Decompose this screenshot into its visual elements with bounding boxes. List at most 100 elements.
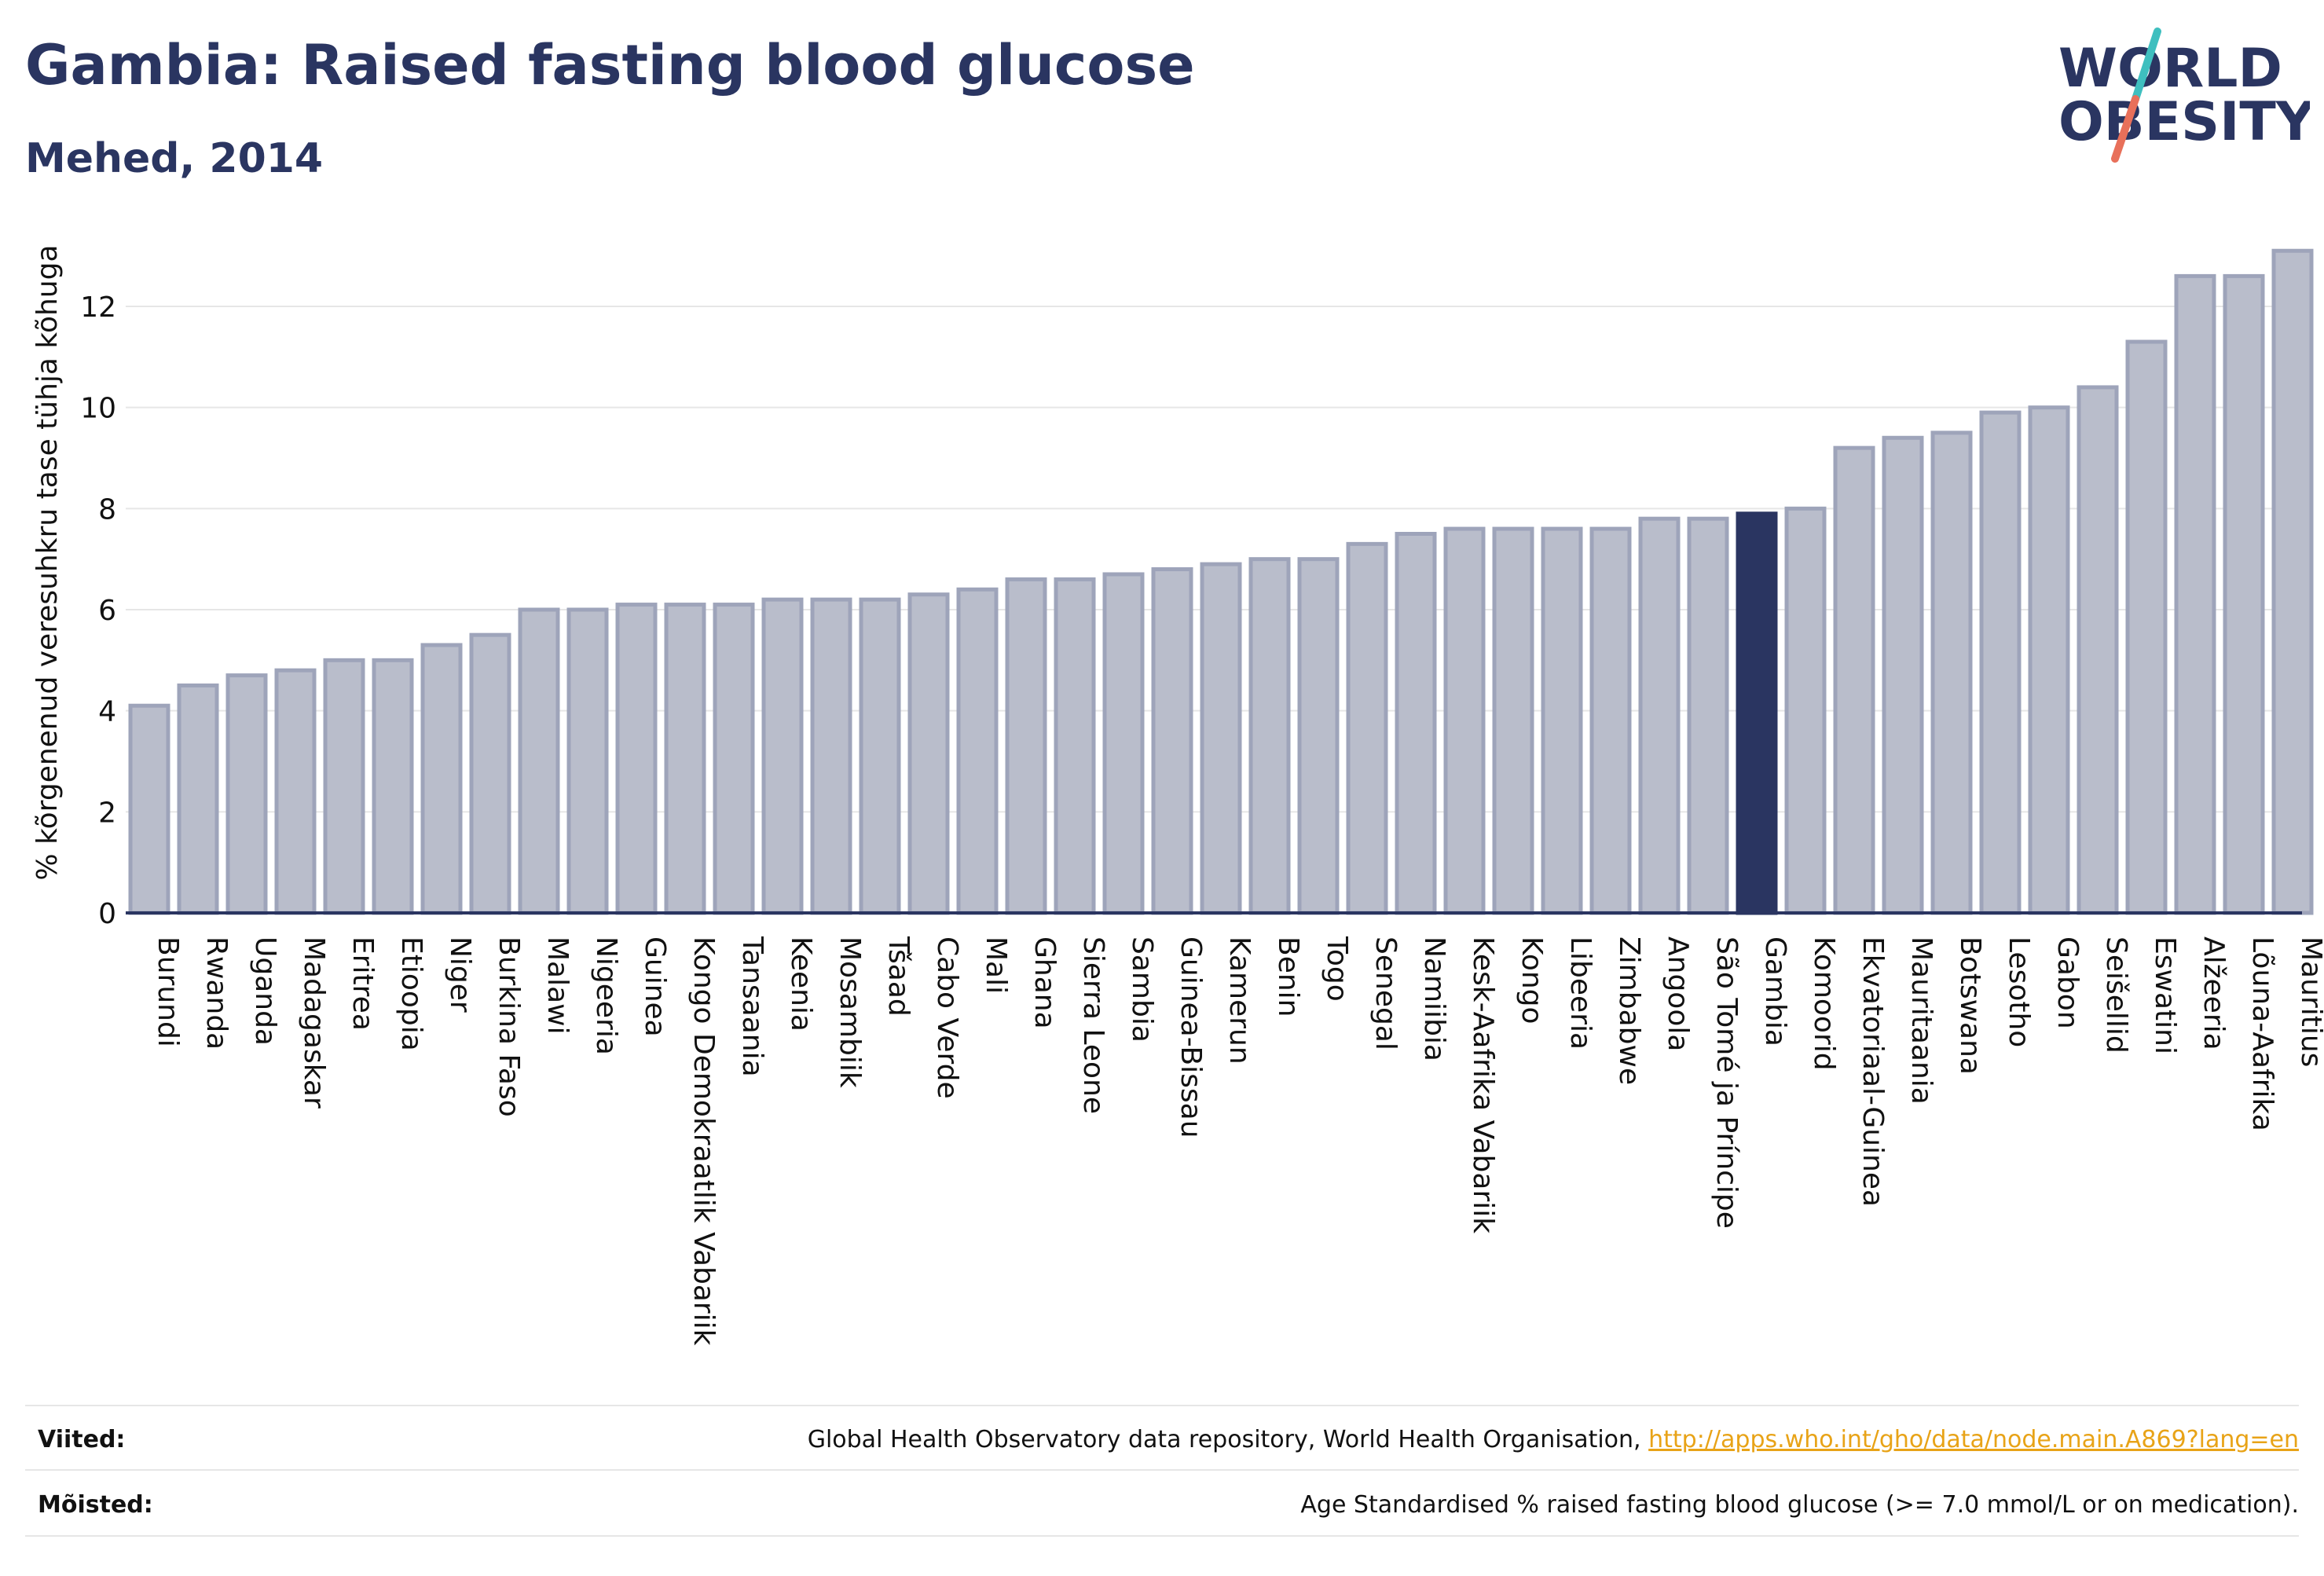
bar	[2077, 385, 2119, 915]
x-tick-label: Mosambiik	[834, 936, 866, 1088]
y-tick-label: 8	[98, 493, 116, 526]
bar	[713, 603, 755, 915]
x-tick-label: Mali	[980, 936, 1012, 994]
x-tick-label: Eswatini	[2149, 936, 2181, 1054]
x-tick-label: Madagaskar	[298, 936, 330, 1109]
bars	[128, 248, 2314, 915]
bar	[1638, 516, 1681, 915]
bar	[2028, 405, 2070, 915]
x-tick-label: Eritrea	[346, 936, 379, 1031]
footer-divider-top	[25, 1405, 2299, 1406]
x-tick-label: Kongo Demokraatlik Vabariik	[687, 936, 720, 1346]
bar	[1102, 572, 1145, 915]
x-tick-label: Guinea	[639, 936, 671, 1037]
bar	[2125, 339, 2168, 915]
sources-label: Viited:	[38, 1426, 126, 1453]
sources-text: Global Health Observatory data repositor…	[808, 1426, 2299, 1453]
bar	[2271, 248, 2314, 915]
bar-highlighted	[1736, 511, 1778, 915]
x-tick-label: Rwanda	[200, 936, 233, 1050]
bar	[1541, 526, 1583, 915]
bar	[1297, 557, 1340, 915]
y-tick-label: 2	[98, 797, 116, 829]
world-obesity-logo: WORLD OBESITY	[2058, 27, 2310, 163]
logo-line2: OBESITY	[2058, 91, 2310, 153]
x-tick-label: Angoola	[1662, 936, 1694, 1051]
sources-link[interactable]: http://apps.who.int/gho/data/node.main.A…	[1648, 1426, 2299, 1453]
footer-divider-middle	[25, 1469, 2299, 1471]
x-tick-label: Togo	[1321, 936, 1353, 1002]
bar	[1200, 562, 1242, 915]
bar	[469, 632, 511, 915]
bar	[2174, 273, 2216, 915]
x-tick-label: Benin	[1272, 936, 1304, 1017]
bar	[956, 587, 999, 915]
x-tick-label: Sierra Leone	[1077, 936, 1109, 1114]
x-tick-label: Kongo	[1516, 936, 1548, 1024]
bar	[177, 684, 219, 915]
bar-chart: 0 2 4 6 8 10 12 Burundi Rwanda Uganda Madagaskar Er…	[31, 244, 2324, 1346]
bar	[323, 658, 365, 915]
bar	[1054, 577, 1096, 915]
definitions-text: Age Standardised % raised fasting blood …	[1300, 1491, 2299, 1519]
tick-labels: 0 2 4 6 8 10 12 Burundi Rwanda Uganda Madagaskar Er…	[80, 291, 2324, 1346]
bar	[1930, 431, 1973, 915]
x-tick-label: Libeeria	[1564, 936, 1596, 1050]
x-tick-label: Lesotho	[2003, 936, 2035, 1047]
x-tick-label: Zimbabwe	[1613, 936, 1645, 1085]
x-tick-label: Gabon	[2051, 936, 2084, 1029]
bar	[810, 597, 852, 915]
y-tick-label: 4	[98, 696, 116, 728]
bar	[1346, 541, 1388, 915]
bar	[372, 658, 414, 915]
x-tick-label: Botswana	[1954, 936, 1986, 1075]
x-tick-label: Cabo Verde	[931, 936, 963, 1099]
x-tick-label: Mauritius	[2295, 936, 2324, 1067]
bar	[1005, 577, 1047, 915]
bar	[225, 673, 268, 915]
chart-title: Gambia: Raised fasting blood glucose	[25, 33, 1195, 97]
x-tick-label: Tansaania	[736, 936, 768, 1077]
x-tick-label: Tšaad	[882, 936, 915, 1017]
bar	[128, 703, 170, 915]
y-tick-label: 6	[98, 595, 116, 627]
x-tick-label: Mauritaania	[1905, 936, 1937, 1105]
bar	[907, 592, 950, 915]
x-tick-label: Alžeeria	[2198, 936, 2230, 1050]
x-tick-label: Guinea-Bissau	[1175, 936, 1207, 1138]
x-tick-label: Niger	[444, 936, 476, 1013]
bar	[1443, 526, 1486, 915]
x-tick-label: Namiibia	[1418, 936, 1450, 1061]
bar	[518, 607, 560, 915]
x-tick-label: Ghana	[1028, 936, 1061, 1029]
x-tick-label: São Tomé ja Príncipe	[1710, 936, 1743, 1229]
logo-line1: WORLD	[2058, 38, 2282, 100]
logo-slash-coral	[2111, 95, 2139, 163]
bar	[1979, 410, 2022, 915]
y-axis-label: % kõrgenenud veresuhkru tase tühja kõhug…	[31, 244, 64, 880]
x-tick-label: Lõuna-Aafrika	[2246, 936, 2278, 1131]
bar	[1151, 567, 1193, 915]
bar	[1882, 435, 1924, 915]
bar	[859, 597, 901, 915]
x-tick-label: Seišellid	[2100, 936, 2132, 1054]
x-tick-label: Ekvatoriaal-Guinea	[1857, 936, 1889, 1207]
x-tick-label: Malawi	[541, 936, 574, 1035]
x-tick-label: Burkina Faso	[493, 936, 525, 1117]
definitions-label: Mõisted:	[38, 1491, 153, 1519]
x-tick-label: Senegal	[1369, 936, 1402, 1050]
footer-divider-bottom	[25, 1535, 2299, 1537]
bar	[1248, 557, 1291, 915]
x-tick-label: Kesk-Aafrika Vabariik	[1467, 936, 1499, 1233]
y-tick-label: 10	[80, 393, 116, 425]
x-tick-label: Kamerun	[1223, 936, 1255, 1065]
bar	[1395, 532, 1437, 915]
y-tick-label: 0	[98, 898, 116, 930]
bar	[1492, 526, 1534, 915]
bar	[664, 603, 706, 915]
bar	[615, 603, 658, 915]
x-tick-label: Uganda	[249, 936, 281, 1046]
x-tick-label: Nigeeria	[590, 936, 622, 1055]
y-tick-label: 12	[80, 291, 116, 324]
x-tick-label: Gambia	[1759, 936, 1791, 1046]
